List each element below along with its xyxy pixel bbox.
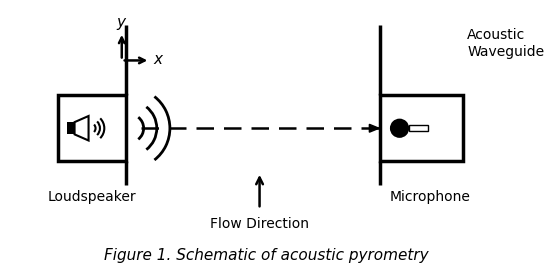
Bar: [67, 122, 75, 134]
Text: y: y: [116, 15, 125, 30]
Circle shape: [390, 119, 409, 138]
Text: Microphone: Microphone: [390, 190, 471, 204]
Polygon shape: [369, 124, 379, 132]
Bar: [59, 95, 126, 161]
Bar: [380, 95, 463, 161]
Polygon shape: [409, 125, 428, 131]
Text: Figure 1. Schematic of acoustic pyrometry: Figure 1. Schematic of acoustic pyrometr…: [104, 248, 428, 262]
Text: Acoustic
Waveguide: Acoustic Waveguide: [468, 28, 544, 59]
Text: Loudspeaker: Loudspeaker: [48, 190, 136, 204]
Text: x: x: [153, 52, 163, 67]
Polygon shape: [75, 116, 88, 141]
Text: Flow Direction: Flow Direction: [210, 217, 309, 231]
